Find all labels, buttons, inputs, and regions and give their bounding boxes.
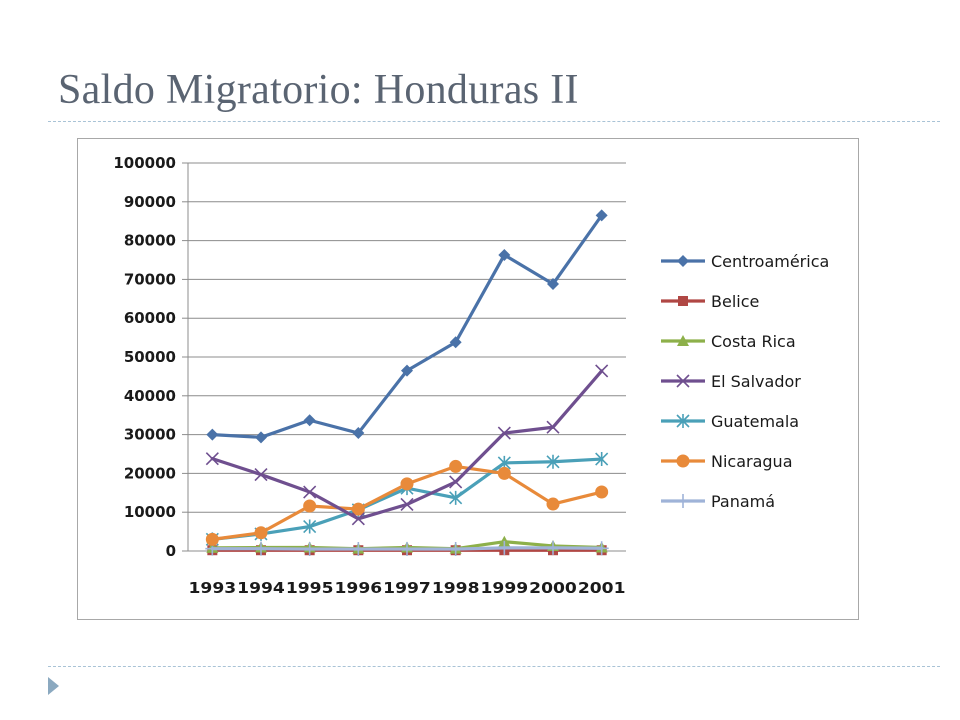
data-point	[303, 499, 317, 513]
data-point	[206, 428, 219, 441]
data-point	[205, 452, 219, 466]
x-tick-label: 2000	[529, 579, 577, 597]
title-divider	[48, 121, 940, 122]
data-point	[400, 542, 414, 557]
data-point	[448, 542, 463, 557]
footer-divider	[48, 666, 940, 667]
data-point	[595, 452, 609, 467]
data-point	[497, 426, 511, 440]
x-tick-label: 1999	[481, 579, 529, 597]
legend: Centroamérica Belice Costa Rica El Salvador…	[661, 252, 829, 511]
data-point	[303, 485, 317, 499]
legend-swatch-marker	[676, 494, 690, 508]
data-point	[497, 466, 511, 480]
y-tick-label: 70000	[124, 270, 176, 288]
data-point	[400, 477, 414, 491]
legend-item: Costa Rica	[661, 332, 796, 351]
x-tick-labels: 1993 1994 1995 1996 1997 1998 1999 2000 2001	[189, 579, 626, 597]
data-point	[546, 454, 560, 469]
y-tick-label: 40000	[124, 387, 176, 405]
data-point	[497, 540, 512, 555]
data-point	[302, 542, 317, 557]
data-point	[255, 431, 267, 444]
y-tick-label: 50000	[124, 348, 176, 366]
data-point	[547, 278, 559, 291]
data-point	[546, 497, 560, 511]
legend-item: Belice	[661, 292, 759, 311]
data-point	[449, 475, 463, 489]
x-tick-label: 1996	[335, 579, 383, 597]
data-point	[352, 427, 365, 440]
data-point	[595, 364, 609, 378]
data-point	[449, 459, 463, 473]
series-6	[205, 540, 609, 557]
data-point	[254, 467, 268, 482]
data-point	[254, 541, 268, 556]
y-tick-label: 30000	[124, 426, 176, 444]
legend-label: Costa Rica	[711, 332, 796, 351]
x-tick-label: 1997	[383, 579, 431, 597]
chart-frame: 0 10000 20000 30000 40000 50000 60000 70000 8000…	[77, 138, 859, 620]
line-chart: 0 10000 20000 30000 40000 50000 60000 70000 8000…	[113, 154, 829, 597]
x-tick-label: 1994	[237, 579, 285, 597]
y-tick-label: 80000	[124, 232, 176, 250]
legend-item: El Salvador	[661, 372, 801, 391]
y-tick-label: 0	[166, 542, 176, 560]
y-tick-label: 100000	[113, 154, 176, 172]
legend-item: Guatemala	[661, 412, 799, 431]
series-0	[206, 209, 608, 444]
legend-label: Nicaragua	[711, 452, 793, 471]
data-point	[595, 209, 608, 222]
x-tick-label: 2001	[578, 579, 626, 597]
data-point	[546, 420, 560, 434]
legend-label: El Salvador	[711, 372, 801, 391]
legend-label: Belice	[711, 292, 759, 311]
data-point	[254, 526, 268, 540]
legend-item: Panamá	[661, 492, 775, 511]
legend-swatch-marker	[676, 414, 690, 428]
legend-swatch-marker	[677, 255, 689, 267]
data-point	[546, 540, 560, 555]
data-point	[400, 497, 414, 512]
data-point	[351, 502, 365, 516]
legend-swatch-marker	[677, 335, 689, 346]
legend-label: Guatemala	[711, 412, 799, 431]
y-tick-label: 90000	[124, 193, 176, 211]
data-point	[351, 512, 365, 526]
data-point	[595, 485, 609, 499]
legend-label: Panamá	[711, 492, 775, 511]
y-tick-label: 10000	[124, 503, 176, 521]
data-point	[449, 336, 462, 349]
series-3	[205, 364, 609, 526]
data-point	[205, 532, 219, 546]
y-tick-labels: 0 10000 20000 30000 40000 50000 60000 70000 8000…	[113, 154, 176, 560]
legend-swatch-marker	[676, 454, 690, 468]
legend-item: Nicaragua	[661, 452, 793, 471]
data-point	[303, 414, 316, 427]
grid-lines	[188, 162, 626, 552]
y-tick-label: 20000	[124, 464, 176, 482]
slide-title: Saldo Migratorio: Honduras II	[58, 67, 579, 113]
data-point	[594, 541, 609, 556]
data-point	[351, 542, 366, 557]
data-point	[498, 248, 511, 261]
legend-swatch-marker	[678, 296, 688, 306]
x-tick-label: 1998	[432, 579, 480, 597]
legend-item: Centroamérica	[661, 252, 829, 271]
data-point	[401, 364, 413, 377]
x-tick-label: 1993	[189, 579, 237, 597]
series-line	[210, 213, 604, 439]
series-lines	[205, 209, 609, 557]
y-tick-label: 60000	[124, 309, 176, 327]
legend-swatch-marker	[676, 374, 690, 388]
data-point	[449, 490, 463, 505]
x-tick-label: 1995	[286, 579, 334, 597]
series-5	[205, 459, 609, 546]
bullet-arrow-icon	[48, 677, 59, 695]
data-point	[303, 519, 317, 534]
legend-label: Centroamérica	[711, 252, 829, 271]
